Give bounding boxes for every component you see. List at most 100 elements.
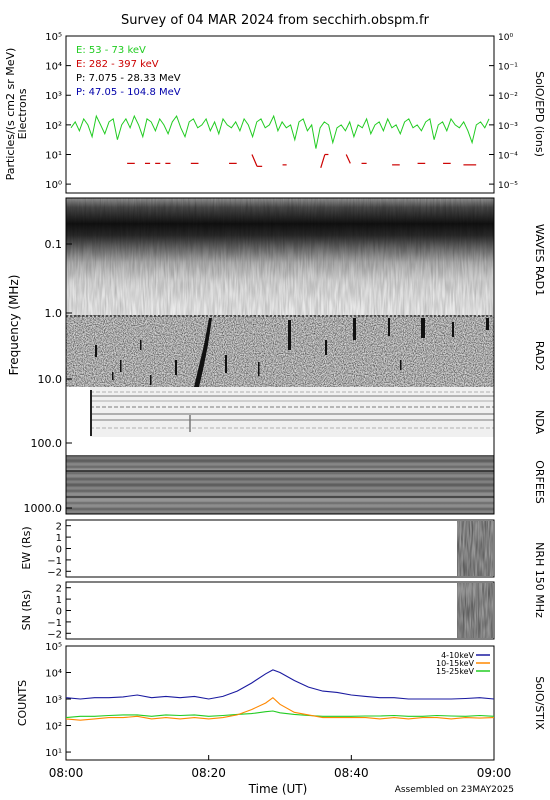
epd-left-tick-label: 10² [45, 121, 62, 132]
epd-right-tick-label: 10⁻² [498, 92, 518, 102]
stix-plot-frame [65, 645, 495, 761]
epd-series [70, 114, 490, 168]
rad2-burst [325, 340, 327, 355]
epd-right-tick-label: 10⁰ [498, 33, 513, 43]
rad2-burst [175, 360, 177, 375]
nrh-sn-tick-label: 0 [56, 607, 62, 618]
label-rad2: RAD2 [533, 341, 546, 371]
stix-series-line [66, 696, 494, 721]
epd-left-tick-label: 10⁵ [45, 32, 62, 43]
nrh-ew-tick-label: −2 [47, 567, 62, 578]
epd-panel: 10⁰ 10¹ 10² 10³ 10⁴ 10⁵ 10⁻⁵ 10⁻⁴ 10⁻³ 10⁻² 10⁻¹ 1… [4, 32, 546, 194]
spectrogram-panel: 0.1 1.0 10.0 100.0 1000.0 Frequency (MHz) WA… [7, 197, 546, 515]
epd-left-tick-label: 10¹ [45, 150, 62, 161]
stix-tick-label: 10³ [45, 695, 62, 706]
epd-left-tick-labels: 10⁰ 10¹ 10² 10³ 10⁴ 10⁵ [45, 32, 71, 191]
epd-legend-entry: P: 7.075 - 28.33 MeV [76, 73, 181, 84]
stix-series-line [66, 669, 494, 700]
epd-ylabel: Particles/(s cm2 sr MeV) [4, 48, 17, 181]
spectrogram-ylabel: Frequency (MHz) [7, 275, 21, 376]
stix-tick-label: 10² [45, 722, 62, 733]
nrh-ew-panel: 210−1−2 EW (Rs) [20, 519, 495, 578]
orfees-band [66, 455, 494, 514]
epd-left-tick-label: 10³ [45, 91, 62, 102]
time-axis-tick-labels: 08:00 08:20 08:40 09:00 [49, 755, 512, 780]
nrh-ew-tick-label: 2 [56, 522, 62, 533]
epd-series-red-segment [251, 154, 258, 167]
time-tick-label: 08:20 [191, 766, 226, 780]
rad2-burst [258, 362, 260, 376]
stix-legend-label: 15-25keV [436, 667, 475, 676]
nrh-sn-tick-labels: 210−1−2 [47, 584, 71, 640]
epd-ylabel-electrons: Electrons [16, 88, 29, 139]
stix-tick-label: 10⁵ [45, 642, 62, 653]
epd-legend: E: 53 - 73 keV E: 282 - 397 keV P: 7.075 -… [76, 45, 181, 98]
rad2-burst [288, 320, 291, 350]
stix-legend-label: 4-10keV [441, 651, 474, 660]
orfees-lines [66, 457, 494, 513]
nrh-sn-tick-label: −2 [47, 629, 62, 640]
spectrogram-tick-label: 10.0 [38, 373, 63, 386]
rad2-type3-burst [194, 318, 212, 387]
epd-series-red-segment [320, 154, 326, 168]
rad2-burst [95, 345, 97, 357]
epd-legend-entry: E: 282 - 397 keV [76, 59, 159, 70]
nrh-right-label: NRH 150 MHz [533, 542, 546, 618]
epd-right-label: SolO/EPD (ions) [533, 71, 546, 157]
spectrogram-tick-labels: 0.1 1.0 10.0 100.0 1000.0 [24, 238, 72, 515]
epd-left-tick-label: 10⁰ [45, 180, 62, 191]
epd-legend-entry: E: 53 - 73 keV [76, 45, 146, 56]
rad2-burst [225, 355, 227, 373]
rad2-burst [140, 340, 142, 350]
spectrogram-tick-label: 1.0 [45, 307, 63, 320]
rad2-burst [353, 318, 356, 340]
stix-tick-labels: 10¹ 10² 10³ 10⁴ 10⁵ [45, 642, 71, 759]
stix-series-line [66, 710, 494, 719]
nrh-sn-ylabel: SN (Rs) [20, 590, 33, 631]
nda-lines [90, 390, 494, 436]
stix-tick-label: 10¹ [45, 748, 62, 759]
epd-right-tick-label: 10⁻¹ [498, 63, 518, 73]
time-tick-label: 09:00 [477, 766, 512, 780]
epd-left-tick-label: 10⁴ [45, 62, 62, 73]
rad2-burst [400, 360, 402, 370]
nrh-sn-tick-label: 1 [56, 595, 62, 606]
stix-right-label: SolO/STIX [533, 676, 546, 730]
label-orfees: ORFEES [533, 460, 546, 504]
time-tick-label: 08:00 [49, 766, 84, 780]
figure-title: Survey of 04 MAR 2024 from secchirh.obsp… [121, 13, 430, 28]
spectrogram-tick-label: 100.0 [31, 437, 63, 450]
rad2-bursts [66, 315, 494, 387]
time-axis-label: Time (UT) [248, 782, 308, 796]
rad2-burst [421, 318, 425, 338]
nrh-ew-tick-label: 1 [56, 533, 62, 544]
stix-legend-label: 10-15keV [436, 659, 475, 668]
epd-series-red-segment [345, 154, 351, 164]
label-waves-rad1: WAVES RAD1 [533, 224, 546, 296]
nrh-ew-tick-labels: 210−1−2 [47, 522, 71, 578]
epd-series-green-line [70, 114, 490, 149]
spectrogram-tick-label: 1000.0 [24, 502, 63, 515]
rad2-burst [120, 360, 122, 372]
spectrogram-tick-label: 0.1 [45, 238, 63, 251]
nrh-sn-tick-label: −1 [47, 618, 62, 629]
epd-right-tick-label: 10⁻³ [498, 122, 518, 132]
stix-series [66, 669, 494, 721]
epd-right-tick-label: 10⁻⁵ [498, 181, 518, 191]
epd-legend-entry: P: 47.05 - 104.8 MeV [76, 87, 181, 98]
nrh-ew-ylabel: EW (Rs) [20, 526, 33, 569]
stix-tick-label: 10⁴ [45, 669, 62, 680]
nrh-sn-panel: 210−1−2 SN (Rs) NRH 150 MHz [20, 542, 546, 640]
nrh-ew-tick-label: −1 [47, 556, 62, 567]
label-nda: NDA [533, 410, 546, 435]
nrh-sn-tick-label: 2 [56, 584, 62, 595]
rad2-burst [486, 318, 489, 330]
nrh-ew-tick-label: 0 [56, 545, 62, 556]
epd-plot-frame [65, 35, 495, 194]
time-tick-label: 08:40 [334, 766, 369, 780]
epd-right-tick-label: 10⁻⁴ [498, 151, 518, 161]
stix-ylabel: COUNTS [16, 680, 29, 726]
